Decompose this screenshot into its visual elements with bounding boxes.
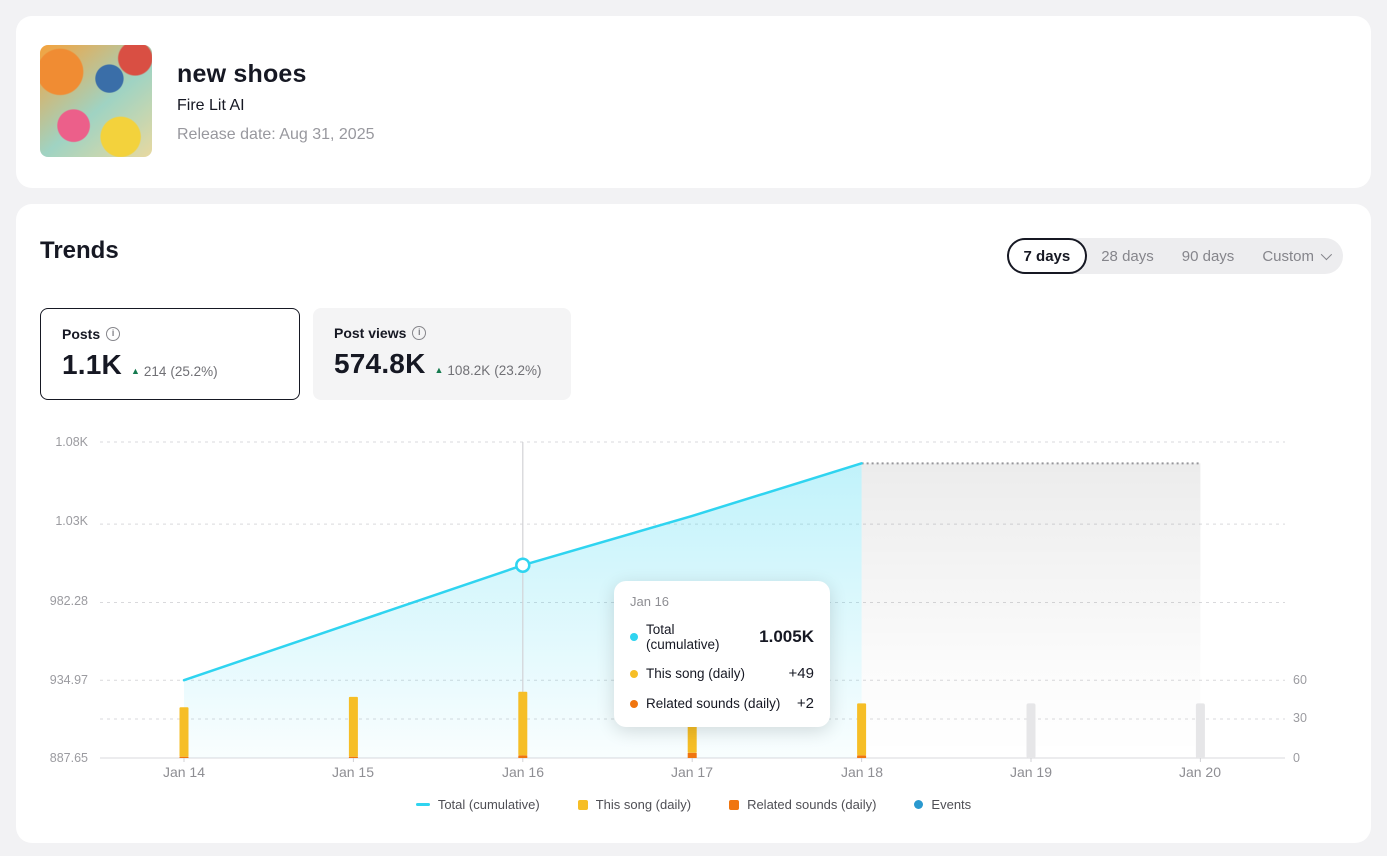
chart-tooltip: Jan 16 Total (cumulative) 1.005K This so… — [614, 581, 830, 727]
square-swatch-icon — [729, 799, 740, 810]
y-axis-left-tick: 1.03K — [55, 514, 88, 528]
album-art — [40, 45, 152, 157]
related-sounds-dot-icon — [630, 699, 638, 708]
up-arrow-icon: ▲ — [434, 365, 444, 375]
y-axis-right-tick: 30 — [1293, 711, 1307, 725]
legend-events[interactable]: Events — [914, 797, 971, 812]
date-range-tabs: 7 days 28 days 90 days Custom — [1006, 238, 1343, 274]
line-swatch-icon — [415, 802, 430, 807]
legend-label: Events — [931, 797, 972, 812]
post-views-label: Post views — [334, 325, 407, 341]
legend-label: This song (daily) — [595, 797, 692, 812]
x-axis-tick: Jan 19 — [1009, 764, 1053, 780]
tooltip-row-value: +2 — [796, 695, 814, 712]
stat-card-posts[interactable]: Posts i 1.1K ▲ 214 (25.2%) — [40, 308, 300, 400]
tooltip-row-label: This song (daily) — [646, 666, 746, 681]
legend-total-cumulative[interactable]: Total (cumulative) — [415, 797, 540, 812]
legend-this-song[interactable]: This song (daily) — [577, 797, 692, 812]
tooltip-row-label: Total (cumulative) — [646, 622, 720, 652]
x-axis-tick: Jan 17 — [670, 764, 714, 780]
post-views-delta: 108.2K — [447, 362, 491, 378]
y-axis-left-tick: 934.97 — [49, 673, 88, 687]
x-axis-tick: Jan 18 — [840, 764, 884, 780]
tab-custom-label: Custom — [1262, 247, 1314, 265]
y-axis-left-tick: 982.28 — [49, 594, 88, 608]
tooltip-date: Jan 16 — [630, 594, 670, 609]
y-axis-left-tick: 887.65 — [49, 751, 88, 765]
square-swatch-icon — [577, 799, 588, 810]
song-header-card: new shoes Fire Lit AI Release date: Aug … — [16, 16, 1371, 188]
post-views-value: 574.8K — [334, 348, 426, 379]
x-axis-tick: Jan 20 — [1178, 764, 1222, 780]
legend-related-sounds[interactable]: Related sounds (daily) — [729, 797, 876, 812]
dot-swatch-icon — [914, 800, 924, 809]
y-axis-left-tick: 1.08K — [55, 435, 88, 449]
posts-label: Posts — [62, 326, 101, 342]
song-release-date: Release date: Aug 31, 2025 — [177, 126, 375, 143]
tooltip-row-value: 1.005K — [759, 627, 814, 646]
x-axis-tick: Jan 14 — [162, 764, 206, 780]
y-axis-right-tick: 60 — [1293, 673, 1307, 687]
this-song-dot-icon — [630, 669, 638, 678]
legend-label: Total (cumulative) — [437, 797, 540, 812]
post-views-delta-pct: (23.2%) — [494, 362, 542, 378]
tab-90-days[interactable]: 90 days — [1181, 247, 1235, 265]
info-icon[interactable]: i — [106, 327, 121, 341]
tooltip-row-label: Related sounds (daily) — [646, 696, 781, 711]
x-axis-tick: Jan 16 — [501, 764, 545, 780]
x-axis-tick: Jan 15 — [331, 764, 375, 780]
info-icon[interactable]: i — [412, 326, 427, 340]
song-artist: Fire Lit AI — [177, 97, 245, 114]
total-cumulative-dot-icon — [630, 633, 638, 641]
posts-value: 1.1K — [62, 349, 122, 380]
legend-label: Related sounds (daily) — [747, 797, 877, 812]
posts-delta: 214 — [143, 363, 167, 379]
tooltip-row-value: +49 — [788, 665, 814, 682]
tab-7-days[interactable]: 7 days — [1006, 238, 1088, 274]
trends-card: Trends 7 days 28 days 90 days Custom Pos… — [16, 204, 1371, 843]
trends-chart[interactable]: 1.08K 1.03K 982.28 934.97 887.65 60 30 0… — [16, 204, 1371, 843]
tab-28-days[interactable]: 28 days — [1101, 247, 1154, 265]
posts-delta-pct: (25.2%) — [170, 363, 218, 379]
up-arrow-icon: ▲ — [130, 366, 140, 376]
trends-section-title: Trends — [40, 237, 119, 264]
song-title: new shoes — [177, 60, 307, 88]
y-axis-right-tick: 0 — [1293, 751, 1300, 765]
stat-card-post-views[interactable]: Post views i 574.8K ▲ 108.2K (23.2%) — [313, 308, 571, 400]
tab-custom[interactable]: Custom — [1248, 238, 1343, 274]
chart-canvas[interactable] — [16, 204, 1371, 843]
chart-legend: Total (cumulative) This song (daily) Rel… — [16, 797, 1371, 812]
